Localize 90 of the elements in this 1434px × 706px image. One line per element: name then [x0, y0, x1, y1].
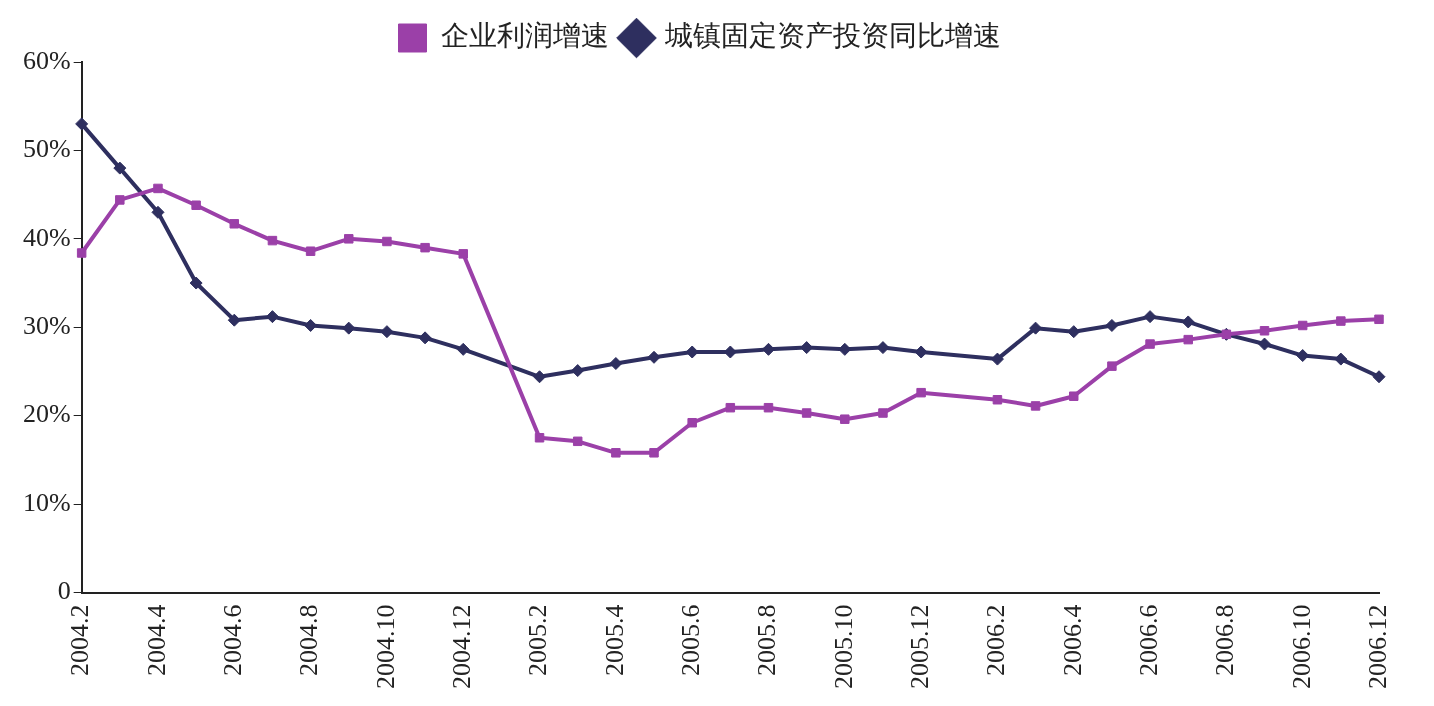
point — [380, 325, 394, 339]
y-tick-label: 60% — [22, 45, 71, 75]
point — [265, 310, 279, 324]
point — [382, 236, 392, 247]
x-tick-label: 2005.12 — [904, 604, 934, 689]
x-tick-label: 2004.2 — [65, 604, 95, 676]
point — [304, 318, 318, 332]
point — [1069, 391, 1079, 401]
x-tick-label: 2005.4 — [599, 604, 629, 676]
point — [1030, 401, 1041, 411]
x-tick-label: 2006.12 — [1362, 604, 1392, 689]
point — [1029, 321, 1043, 335]
point — [153, 183, 163, 194]
point — [418, 331, 432, 345]
x-tick-label: 2006.6 — [1133, 604, 1163, 676]
x-tick-label: 2004.10 — [370, 604, 400, 689]
point — [1181, 315, 1195, 329]
point — [189, 276, 203, 290]
point — [763, 402, 774, 413]
point — [687, 418, 697, 428]
point — [1143, 310, 1157, 324]
point — [761, 342, 775, 356]
y-tick-label: 30% — [22, 311, 71, 341]
y-tick-label: 10% — [22, 487, 71, 517]
point — [1067, 325, 1081, 339]
point — [344, 234, 354, 244]
y-tick-label: 0 — [57, 576, 71, 606]
point — [685, 345, 699, 359]
point — [916, 387, 926, 398]
point — [1296, 349, 1310, 363]
point — [725, 402, 736, 413]
point — [572, 436, 583, 447]
point — [456, 342, 470, 356]
point — [990, 352, 1004, 366]
point — [227, 313, 241, 327]
legend-label: 企业利润增速 — [440, 20, 609, 52]
point — [609, 357, 623, 370]
point — [611, 448, 621, 458]
y-tick-label: 40% — [22, 222, 71, 252]
point — [800, 341, 814, 355]
x-tick-label: 2005.2 — [523, 604, 553, 676]
point — [1336, 316, 1346, 326]
point — [647, 350, 661, 364]
point — [571, 364, 585, 378]
point — [1297, 320, 1308, 331]
point — [649, 448, 659, 458]
point — [342, 321, 356, 335]
point — [801, 408, 812, 418]
point — [1105, 318, 1119, 332]
x-tick-label: 2004.12 — [447, 604, 477, 689]
point — [151, 205, 165, 219]
point — [992, 395, 1003, 405]
point — [75, 117, 89, 131]
point — [1258, 337, 1272, 351]
x-tick-label: 2004.6 — [218, 604, 248, 676]
point — [1259, 326, 1270, 336]
point — [1334, 352, 1348, 366]
x-tick-label: 2004.8 — [294, 604, 324, 676]
x-tick-label: 2005.8 — [752, 604, 782, 676]
point — [229, 219, 240, 229]
x-tick-label: 2006.2 — [981, 604, 1011, 676]
point — [1374, 314, 1384, 325]
point — [534, 433, 545, 443]
point — [1107, 361, 1117, 371]
x-tick-label: 2006.8 — [1210, 604, 1240, 676]
point — [838, 342, 852, 356]
point — [878, 408, 888, 418]
x-tick-label: 2006.4 — [1057, 604, 1087, 676]
point — [1372, 370, 1386, 384]
point — [267, 235, 278, 246]
point — [914, 345, 928, 359]
y-tick-label: 20% — [22, 399, 71, 429]
legend-label: 城镇固定资产投资同比增速 — [663, 20, 1001, 52]
y-tick-label: 50% — [22, 134, 71, 164]
point — [115, 195, 125, 205]
point — [1183, 334, 1193, 345]
point — [876, 341, 890, 355]
point — [420, 242, 430, 253]
point — [305, 246, 316, 256]
x-tick-label: 2005.10 — [828, 604, 858, 689]
point — [113, 161, 127, 175]
x-tick-label: 2006.10 — [1286, 604, 1316, 689]
point — [840, 414, 850, 424]
point — [533, 370, 547, 384]
point — [1145, 339, 1155, 349]
point — [458, 249, 468, 259]
x-tick-label: 2005.6 — [676, 604, 705, 676]
point — [76, 248, 87, 258]
x-tick-label: 2004.4 — [141, 604, 171, 676]
point — [191, 200, 201, 210]
